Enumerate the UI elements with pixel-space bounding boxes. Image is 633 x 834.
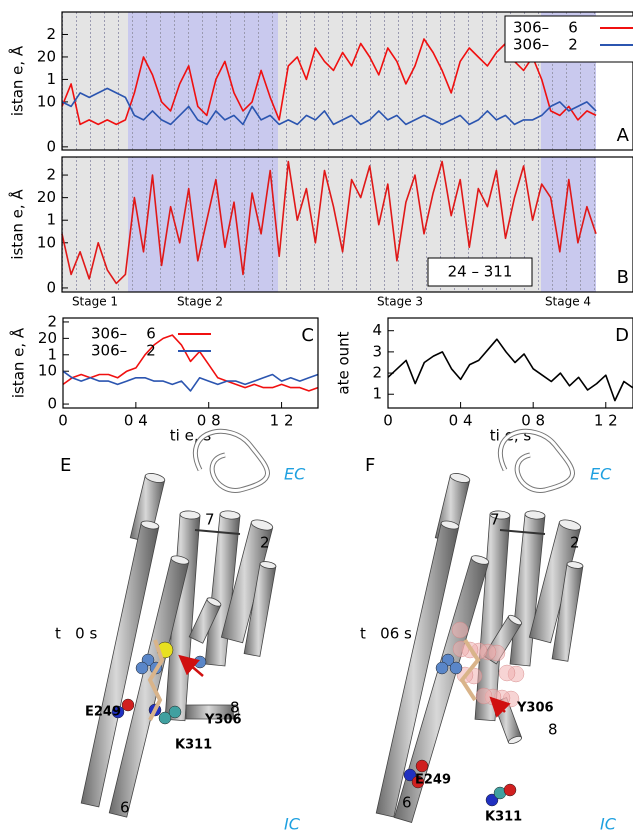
y-tick-label: 1 (372, 385, 382, 403)
residue-label: K311 (175, 738, 212, 753)
helix-label: 7 (205, 511, 215, 529)
stage-label: Stage 1 (72, 295, 118, 309)
x-tick-label: 0 4 (449, 412, 473, 430)
helix-label: 2 (570, 534, 580, 552)
stage-label: Stage 2 (177, 295, 223, 309)
y-tick-label: 2 (372, 364, 382, 382)
stage-dots (128, 12, 278, 150)
legend-label: 306– 6 (91, 325, 156, 343)
y-tick-label: 0 (46, 278, 56, 296)
panel-label: B (617, 267, 629, 288)
atom (136, 662, 148, 674)
x-tick-label: 1 2 (594, 412, 618, 430)
panel-label: A (617, 125, 630, 146)
panel-label: D (615, 325, 629, 346)
atom-cloud (499, 665, 515, 681)
residue-label: K311 (485, 810, 522, 825)
legend-label: 306– 2 (91, 342, 156, 360)
residue-label: Y306 (204, 713, 242, 728)
residue-label: E249 (85, 705, 121, 720)
time-label: t 06 s (360, 625, 412, 643)
y-tick-label: 1 (46, 211, 56, 229)
y-tick-label: 20 (38, 329, 57, 347)
stage-dots (278, 12, 541, 150)
atom (194, 656, 206, 668)
y-axis-label: ate ount (335, 331, 353, 394)
atom (122, 699, 134, 711)
series-line (388, 339, 633, 400)
residue-label: Y306 (516, 701, 554, 716)
y-tick-label: 20 (37, 47, 56, 65)
panel-label: E (60, 455, 71, 476)
y-axis-label: istan e, Å (8, 45, 27, 116)
x-tick-label: 1 2 (270, 412, 294, 430)
y-tick-label: 1 (46, 70, 56, 88)
atom (436, 662, 448, 674)
y-axis-label: istan e, Å (8, 189, 27, 260)
atom (169, 706, 181, 718)
atom (450, 662, 462, 674)
residue-label: E249 (415, 773, 451, 788)
y-tick-label: 4 (372, 321, 382, 339)
x-tick-label: 0 (383, 412, 393, 430)
panel-label: C (301, 325, 314, 346)
stage-dots (128, 157, 278, 292)
time-label: t 0 s (55, 625, 97, 643)
helix (510, 514, 545, 666)
helix-label: 2 (260, 534, 270, 552)
y-tick-label: 0 (46, 137, 56, 155)
panel-label: F (365, 455, 375, 476)
helix-label: 6 (120, 799, 130, 817)
y-tick-label: 0 (47, 395, 57, 413)
annotation: 24 – 311 (448, 263, 513, 281)
y-tick-label: 2 (46, 166, 56, 184)
side-label: IC (284, 815, 301, 834)
atom-cloud (476, 688, 492, 704)
y-tick-label: 10 (38, 362, 57, 380)
y-axis-label: istan e, Å (9, 327, 28, 398)
atom (416, 760, 428, 772)
y-tick-label: 1 (47, 345, 57, 363)
y-tick-label: 10 (37, 92, 56, 110)
stage-label: Stage 4 (545, 295, 591, 309)
legend-label: 306– 2 (513, 36, 578, 54)
y-tick-label: 2 (46, 25, 56, 43)
side-label: EC (284, 465, 306, 484)
side-label: IC (600, 815, 617, 834)
helix-label: 7 (490, 511, 500, 529)
atom-cloud (452, 622, 468, 638)
stage-dots (541, 157, 596, 292)
x-tick-label: 0 4 (124, 412, 148, 430)
x-tick-label: 0 (58, 412, 68, 430)
stage-dots (62, 12, 128, 150)
side-label: EC (590, 465, 612, 484)
y-tick-label: 2 (47, 312, 57, 330)
y-tick-label: 10 (37, 233, 56, 251)
y-tick-label: 3 (372, 342, 382, 360)
helix-label: 8 (548, 721, 558, 739)
figure: 0101202istan e, ÅA306– 6306– 20101202ist… (0, 0, 633, 834)
y-tick-label: 20 (37, 188, 56, 206)
helix-label: 6 (402, 794, 412, 812)
legend-label: 306– 6 (513, 19, 578, 37)
atom (504, 784, 516, 796)
stage-label: Stage 3 (377, 295, 423, 309)
